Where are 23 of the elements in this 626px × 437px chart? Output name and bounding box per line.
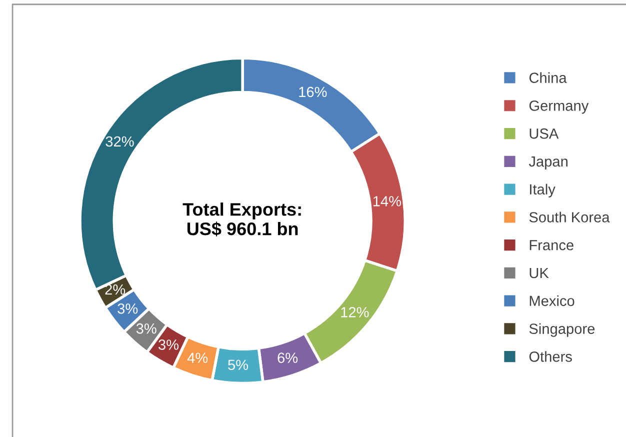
data-label: 4% bbox=[187, 352, 208, 363]
text: Total Exports: US$ 960.1 bn bbox=[182, 202, 301, 236]
legend-label: UK bbox=[530, 268, 549, 278]
data-label: 14% bbox=[373, 196, 401, 206]
data-label: 6% bbox=[278, 352, 298, 363]
data-label: 3% bbox=[136, 323, 156, 334]
data-label: 2% bbox=[105, 284, 126, 295]
data-label: 16% bbox=[299, 86, 327, 98]
data-label: 3% bbox=[158, 340, 179, 350]
legend-label: Italy bbox=[530, 184, 556, 198]
legend-label: China bbox=[529, 72, 567, 83]
legend-label: Singapore bbox=[529, 323, 595, 337]
legend-label: Others bbox=[529, 351, 572, 362]
data-label: 32% bbox=[106, 136, 134, 147]
legend-label: Japan bbox=[528, 156, 568, 170]
legend-label: Mexico bbox=[530, 295, 574, 306]
data-label: 3% bbox=[118, 303, 138, 314]
legend-label: USA bbox=[530, 128, 559, 139]
legend-label: France bbox=[530, 240, 574, 250]
data-label: 5% bbox=[228, 360, 248, 370]
legend-label: Germany bbox=[529, 100, 589, 114]
data-label: 12% bbox=[341, 307, 369, 318]
legend-label: South Korea bbox=[529, 212, 610, 222]
